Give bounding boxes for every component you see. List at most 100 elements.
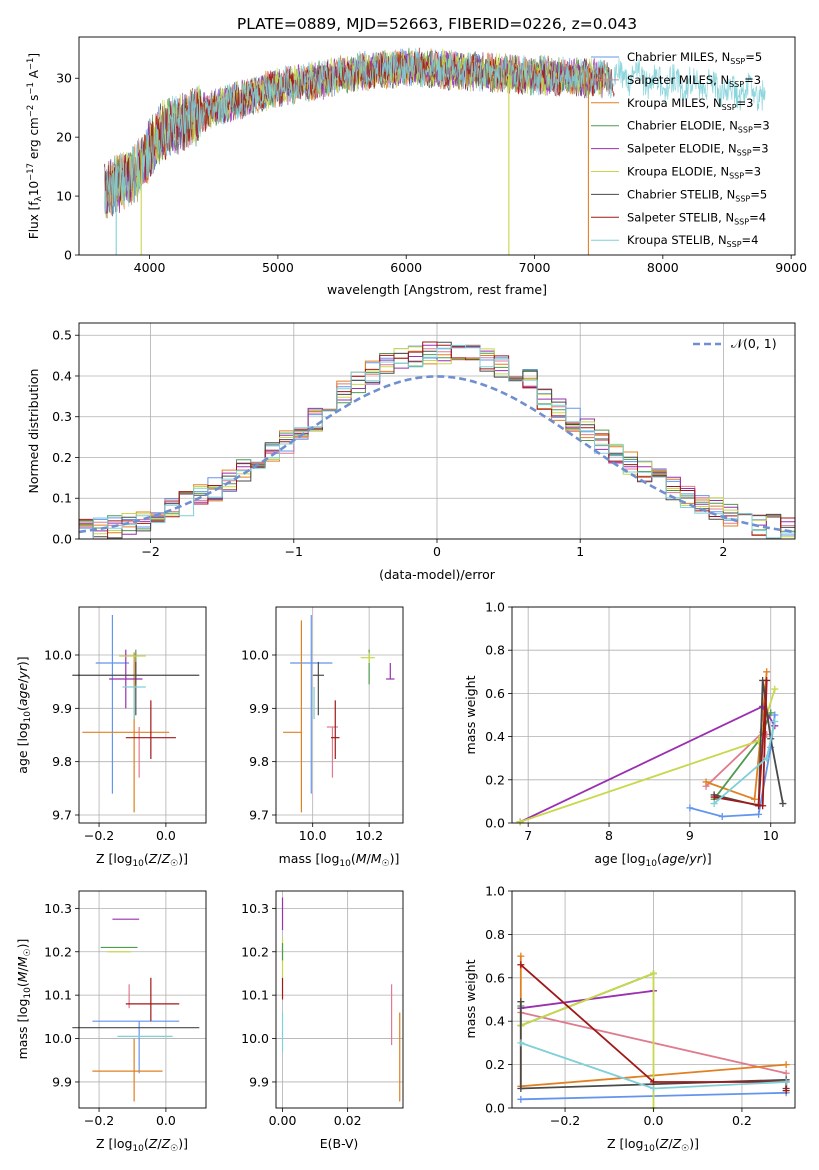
mass-vs-EBV-panel: 0.00 0.02 9.9 10.0 10.1 10.2 10.3 E(B-V) [241, 890, 404, 1151]
massweight-line [520, 964, 788, 1091]
massweight-marker [782, 1087, 790, 1095]
massweight-line [519, 705, 776, 823]
massweight-marker [650, 969, 657, 977]
x-tick-label: 7000 [519, 260, 551, 275]
age-vs-Z-grid [79, 607, 206, 823]
y-tick-label: 9.9 [52, 1074, 72, 1089]
y-tick-label: 0.4 [52, 368, 72, 383]
massweight-vs-Z-marks [517, 952, 790, 1112]
residuals-panel: −2 −1 0 1 2 0.0 0.1 0.2 0.3 0.4 0.5 (data-model)/e… [26, 322, 796, 582]
massweight-marker [517, 952, 525, 960]
x-tick-label: 9000 [775, 260, 807, 275]
age-vs-Z-panel: −0.2 0.0 9.7 9.8 9.9 10.0 Z [log10(Z/Z☉)] age… [15, 606, 207, 869]
x-tick-label: 8 [605, 828, 613, 843]
age-vs-Z-ticks: −0.2 0.0 9.7 9.8 9.9 10.0 [44, 648, 176, 844]
y-tick-label: 0.8 [485, 927, 505, 942]
massweight-marker [779, 800, 787, 808]
residuals-xlabel: (data-model)/error [379, 567, 496, 582]
y-tick-label: 9.7 [52, 808, 72, 823]
legend-label: Kroupa MILES, NSSP=3 [627, 96, 754, 112]
spectrum-xlabel: wavelength [Angstrom, rest frame] [327, 282, 547, 297]
x-tick-label: −1 [285, 544, 303, 559]
y-tick-label: 10.0 [44, 648, 72, 663]
y-tick-label: 0 [64, 248, 72, 263]
mass-vs-EBV-frame [275, 890, 404, 1109]
age-vs-mass-marks [283, 615, 395, 813]
massweight-marker [517, 961, 525, 969]
spectrum-ticks: 4000 5000 6000 7000 8000 9000 0 10 20 30 [56, 71, 807, 275]
mass-vs-Z-grid [79, 891, 206, 1108]
x-tick-label: 0.0 [156, 1113, 176, 1128]
x-tick-label: 10.2 [355, 828, 383, 843]
x-tick-label: 0.0 [156, 828, 176, 843]
mass-vs-EBV-grid [276, 891, 403, 1108]
y-tick-label: 0.2 [485, 772, 505, 787]
massweight-vs-age-xlabel: age [log10(age/yr)] [594, 851, 711, 869]
spectrum-frame [78, 36, 796, 256]
x-tick-label: 10 [763, 828, 779, 843]
x-tick-label: 5000 [262, 260, 294, 275]
spectrum-ylabel: Flux [fλ10−17 erg cm−2 s−1 A−1] [26, 53, 44, 239]
y-tick-label: 10 [56, 189, 72, 204]
y-tick-label: 0.8 [485, 643, 505, 658]
y-tick-label: 9.9 [249, 701, 269, 716]
massweight-marker [517, 1039, 525, 1047]
x-tick-label: 1 [576, 544, 584, 559]
x-tick-label: 0.00 [269, 1113, 297, 1128]
x-tick-label: −0.2 [84, 1113, 114, 1128]
y-tick-label: 10.0 [241, 648, 269, 663]
massweight-marker [650, 1078, 657, 1086]
age-vs-Z-ylabel: age [log10(age/yr)] [15, 656, 33, 773]
age-vs-Z-marks [72, 615, 200, 813]
mass-vs-Z-marks [72, 918, 200, 1102]
y-tick-label: 10.1 [241, 988, 269, 1003]
legend-label: Chabrier STELIB, NSSP=5 [627, 187, 767, 203]
x-tick-label: 0 [433, 544, 441, 559]
spectrum-panel: 4000 5000 6000 7000 8000 9000 0 10 20 30 waveleng… [26, 36, 807, 297]
y-tick-label: 1.0 [485, 600, 505, 615]
residual-histogram [78, 341, 796, 540]
massweight-marker [517, 1084, 525, 1092]
legend-label: Salpeter ELODIE, NSSP=3 [627, 142, 769, 158]
massweight-marker [710, 800, 718, 808]
massweight-marker [755, 810, 763, 818]
y-tick-label: 9.8 [249, 754, 269, 769]
massweight-marker [718, 813, 726, 821]
massweight-vs-age-ylabel: mass weight [463, 675, 478, 754]
massweight-vs-Z-frame [511, 890, 796, 1109]
massweight-vs-Z-ticks: −0.2 0.0 0.2 0.0 0.2 0.4 0.6 0.8 1.0 [485, 884, 752, 1129]
massweight-marker [782, 1061, 790, 1069]
massweight-marker [517, 998, 525, 1006]
massweight-marker [782, 1069, 790, 1077]
massweight-vs-Z-xlabel: Z [log10(Z/Z☉)] [607, 1136, 699, 1154]
massweight-marker [686, 804, 694, 812]
massweight-marker [771, 711, 779, 719]
y-tick-label: 10.3 [44, 901, 72, 916]
massweight-marker [751, 795, 759, 803]
residuals-frame [78, 322, 796, 540]
y-tick-label: 10.0 [241, 1031, 269, 1046]
y-tick-label: 1.0 [485, 884, 505, 899]
x-tick-label: −0.2 [550, 1113, 580, 1128]
spectrum-line [104, 48, 766, 215]
x-tick-label: 0.02 [334, 1113, 362, 1128]
legend-label: Salpeter STELIB, NSSP=4 [627, 210, 766, 226]
y-tick-label: 0.2 [52, 450, 72, 465]
y-tick-label: 10.1 [44, 988, 72, 1003]
massweight-vs-age-frame [511, 606, 796, 824]
age-vs-mass-xlabel: mass [log10(M/M☉)] [279, 851, 400, 869]
massweight-line [713, 680, 768, 807]
massweight-marker [516, 818, 524, 826]
mass-vs-Z-ylabel: mass [log10(M/M☉)] [15, 939, 33, 1060]
x-tick-label: −0.2 [84, 828, 114, 843]
mass-vs-Z-panel: −0.2 0.0 9.9 10.0 10.1 10.2 10.3 Z [log10(Z/Z☉… [15, 890, 207, 1154]
y-tick-label: 20 [56, 130, 72, 145]
age-vs-Z-xlabel: Z [log10(Z/Z☉)] [96, 851, 188, 869]
mass-vs-EBV-marks [281, 897, 401, 1102]
massweight-vs-age-grid [512, 606, 795, 824]
y-tick-label: 30 [56, 71, 72, 86]
y-tick-label: 0.0 [485, 816, 505, 831]
y-tick-label: 9.7 [249, 808, 269, 823]
x-tick-label: 0.0 [644, 1113, 664, 1128]
